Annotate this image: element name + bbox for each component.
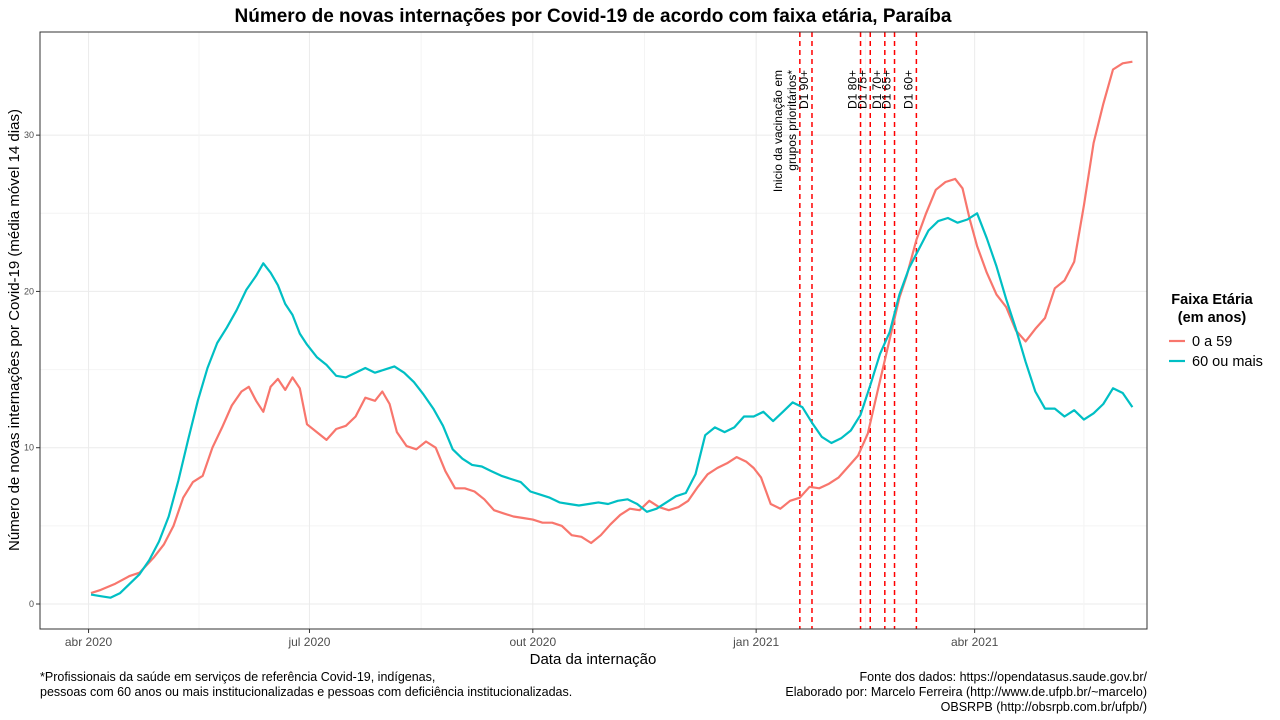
x-tick-label: jan 2021 [732, 635, 779, 649]
legend-label-1: 0 a 59 [1192, 334, 1232, 350]
x-tick-label: abr 2020 [65, 635, 113, 649]
vaccination-label: D1 65+ [880, 70, 894, 109]
y-tick-label: 30 [24, 130, 34, 140]
credits-org: OBSRPB (http://obsrpb.com.br/ufpb/) [940, 700, 1147, 714]
vaccination-label: Inicio da vacinação em [771, 70, 785, 192]
y-tick-label: 0 [29, 599, 34, 609]
vaccination-lines: Inicio da vacinação em grupos prioritário… [771, 32, 918, 629]
x-axis-title: Data da internação [530, 651, 657, 668]
series-line-1 [90, 60, 1133, 595]
vaccination-label: D1 90+ [797, 70, 811, 109]
credits-author: Elaborado por: Marcelo Ferreira (http://… [785, 685, 1147, 699]
legend: Faixa Etária (em anos) 0 a 59 60 ou mais [1169, 292, 1263, 370]
y-axis-title: Número de novas internações por Covid-19… [6, 109, 23, 551]
x-axis: abr 2020 jul 2020 out 2020 jan 2021 abr 2021 [65, 629, 999, 649]
footnote: *Profissionais da saúde em serviços de r… [40, 670, 572, 700]
vaccination-label: D1 70+ [870, 70, 884, 109]
plot-panel [40, 32, 1147, 629]
x-tick-label: jul 2020 [287, 635, 330, 649]
footnote-line1: *Profissionais da saúde em serviços de r… [40, 670, 436, 684]
y-axis: 0 10 20 30 [24, 130, 40, 609]
legend-label-2: 60 ou mais [1192, 354, 1263, 370]
x-tick-label: out 2020 [509, 635, 556, 649]
footnote-line2: pessoas com 60 anos ou mais instituciona… [40, 685, 573, 699]
credits: Fonte dos dados: https://opendatasus.sau… [785, 670, 1147, 715]
chart-title: Número de novas internações por Covid-19… [235, 6, 952, 27]
grid [40, 32, 1147, 629]
x-tick-label: abr 2021 [951, 635, 999, 649]
y-tick-label: 10 [24, 443, 34, 453]
credits-source: Fonte dos dados: https://opendatasus.sau… [859, 670, 1147, 684]
vaccination-label: grupos prioritários* [785, 70, 799, 171]
y-tick-label: 20 [24, 286, 34, 296]
plot-border [39, 31, 1148, 630]
legend-title-line1: Faixa Etária [1171, 292, 1253, 308]
legend-title-line2: (em anos) [1178, 310, 1247, 326]
series-lines [90, 60, 1134, 599]
series-line-2 [90, 212, 1134, 599]
vaccination-label: D1 60+ [901, 70, 915, 109]
vaccination-label: D1 75+ [855, 70, 869, 109]
vaccination-label: D1 80+ [846, 70, 860, 109]
